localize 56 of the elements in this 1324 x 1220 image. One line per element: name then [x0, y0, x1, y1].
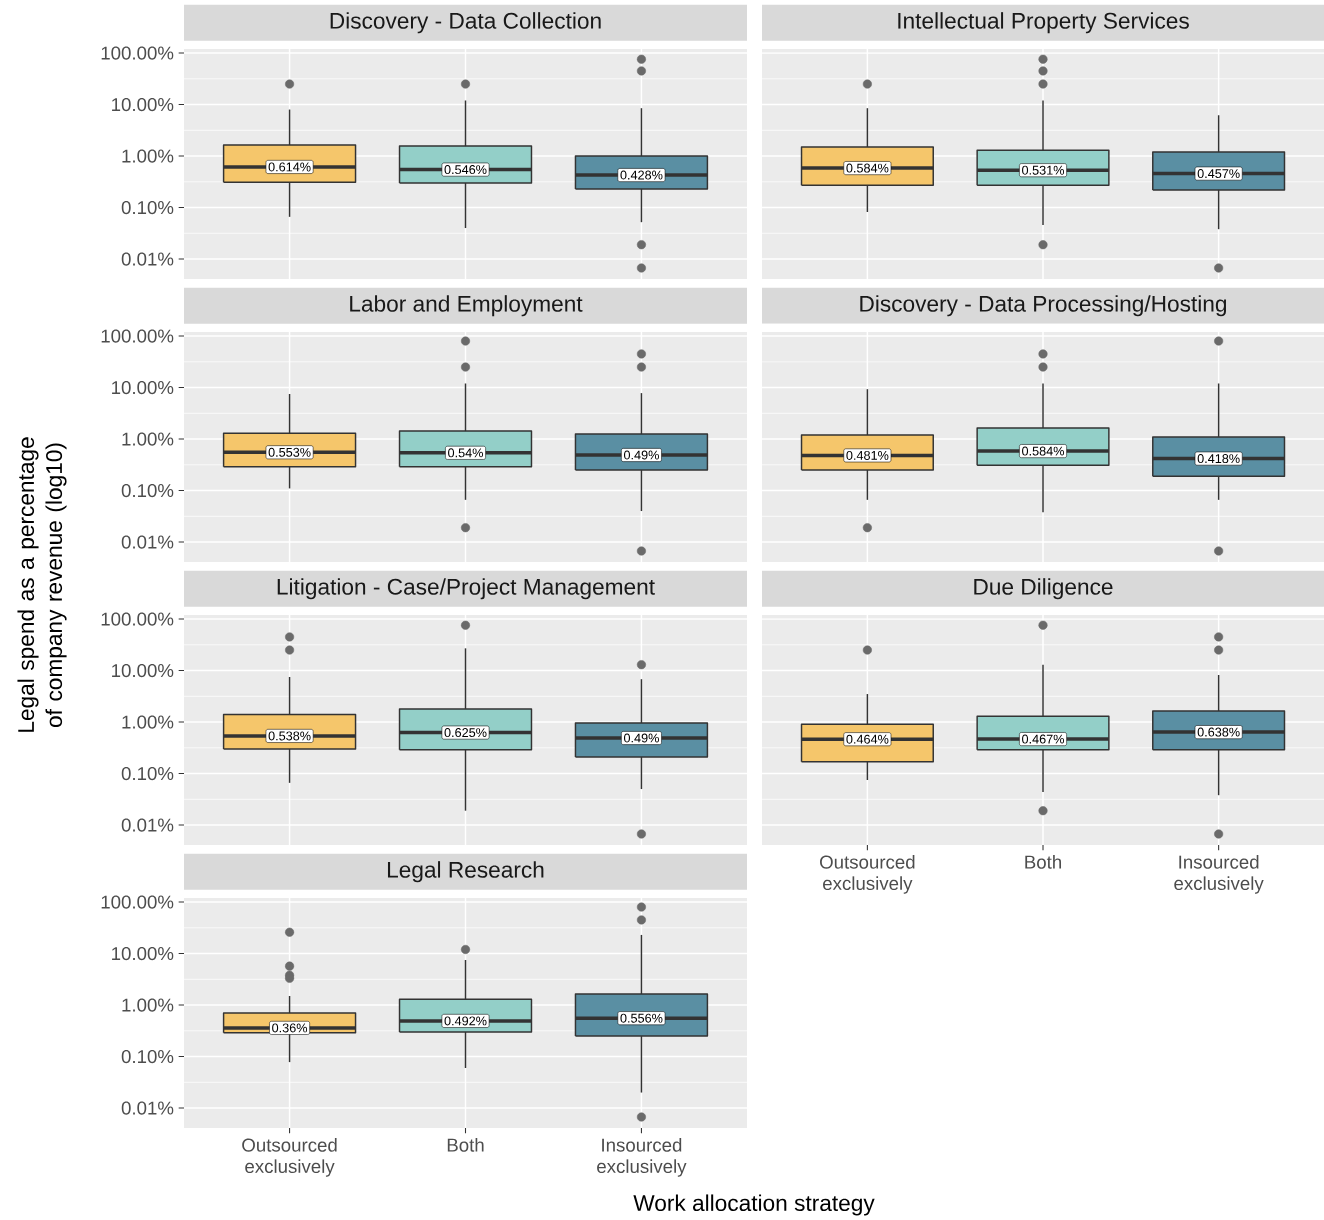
annotation: 0.418% — [1197, 454, 1240, 464]
y-tick-label: 10.00% — [112, 380, 174, 395]
y-tick-label: 100.00% — [101, 612, 174, 626]
y-tick-label: 10.00% — [112, 97, 174, 112]
chart-title: Labor and Employment — [350, 295, 583, 317]
y-tick-label: 0.01% — [121, 252, 174, 266]
y-tick-label: 1.00% — [122, 715, 174, 729]
y-tick-label: 10.00% — [112, 946, 174, 961]
annotation: 0.556% — [620, 1013, 663, 1023]
y-tick-label: 0.01% — [121, 535, 174, 549]
chart-title: Intellectual Property Services — [898, 12, 1189, 34]
y-tick-label: 0.10% — [121, 483, 174, 498]
annotation: 0.54% — [448, 448, 484, 458]
x-tick-label: Both — [1025, 855, 1062, 869]
y-tick-label: 100.00% — [101, 895, 174, 909]
annotation: 0.492% — [444, 1016, 487, 1026]
annotation: 0.467% — [1022, 734, 1065, 744]
annotation: 0.538% — [268, 731, 311, 741]
y-tick-label: 0.10% — [121, 200, 174, 215]
chart-title: Discovery - Data Processing/Hosting — [860, 295, 1227, 317]
annotation: 0.638% — [1197, 727, 1240, 737]
annotation: 0.546% — [444, 165, 487, 175]
y-tick-label: 0.10% — [121, 766, 174, 781]
y-axis-title: Legal spend as a percentage of company revenue (log10) — [17, 437, 67, 732]
y-tick-label: 0.01% — [121, 818, 174, 832]
annotation: 0.625% — [444, 728, 487, 738]
chart-title: Due Diligence — [974, 578, 1113, 600]
x-axis-title: Work allocation strategy — [633, 1194, 875, 1216]
y-tick-label: 0.01% — [121, 1101, 174, 1115]
annotation: 0.553% — [268, 447, 311, 457]
x-tick-label: Outsourced exclusively — [820, 855, 915, 894]
chart-title: Litigation - Case/Project Management — [277, 578, 655, 600]
annotation: 0.464% — [846, 734, 889, 744]
x-tick-label: Outsourced exclusively — [242, 1138, 337, 1177]
y-tick-label: 100.00% — [101, 329, 174, 343]
chart-title: Legal Research — [387, 861, 544, 883]
chart-title: Discovery - Data Collection — [330, 12, 601, 34]
x-tick-label: Both — [447, 1138, 484, 1152]
x-tick-label: Insourced exclusively — [597, 1138, 687, 1177]
annotation: 0.49% — [623, 733, 659, 743]
annotation: 0.614% — [268, 162, 311, 172]
x-tick-label: Insourced exclusively — [1174, 855, 1264, 894]
annotation: 0.36% — [272, 1023, 308, 1033]
y-tick-label: 0.10% — [121, 1049, 174, 1064]
y-tick-label: 10.00% — [112, 663, 174, 678]
y-tick-label: 1.00% — [122, 432, 174, 446]
annotation: 0.584% — [1022, 446, 1065, 456]
annotation: 0.49% — [623, 450, 659, 460]
annotation: 0.428% — [620, 170, 663, 180]
y-tick-label: 1.00% — [122, 149, 174, 163]
y-tick-label: 100.00% — [101, 46, 174, 60]
annotation: 0.531% — [1022, 165, 1065, 175]
y-tick-label: 1.00% — [122, 998, 174, 1012]
annotation: 0.584% — [846, 163, 889, 173]
annotation: 0.481% — [846, 450, 889, 460]
annotation: 0.457% — [1197, 169, 1240, 179]
